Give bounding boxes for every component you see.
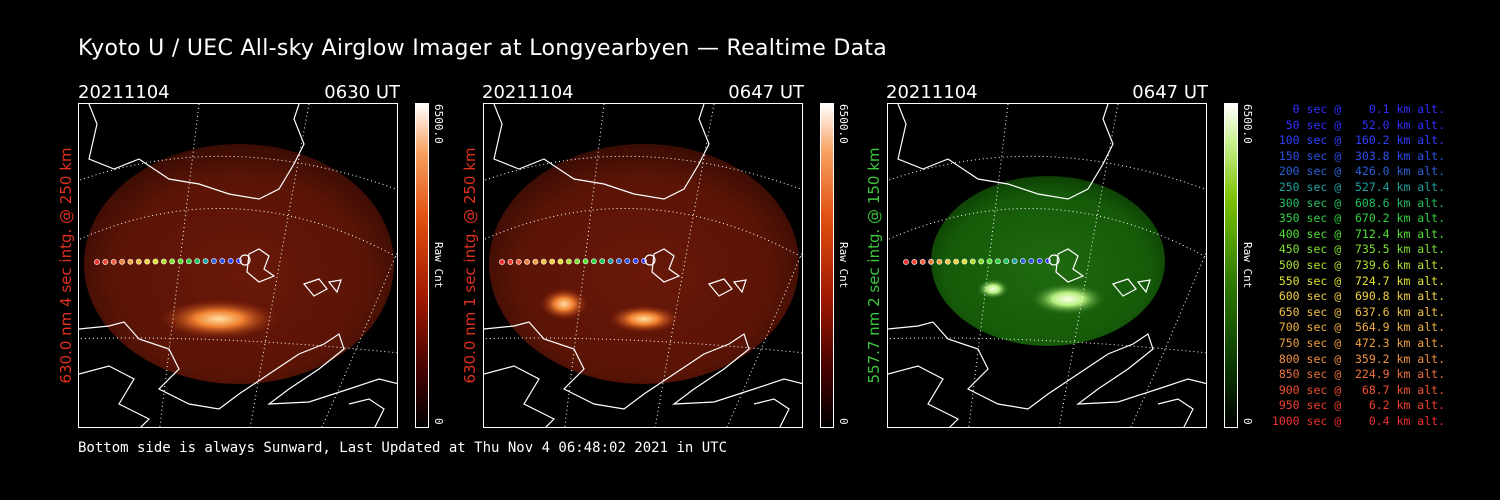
legend-row: 200 sec @ 426.0 km alt. [1271, 164, 1445, 179]
footer-note: Bottom side is always Sunward, Last Upda… [78, 440, 728, 456]
legend-row: 300 sec @ 608.6 km alt. [1271, 195, 1445, 210]
allsky-image [78, 103, 398, 428]
legend-row: 700 sec @ 564.9 km alt. [1271, 320, 1445, 335]
legend-row: 100 sec @ 160.2 km alt. [1271, 133, 1445, 148]
allsky-map [484, 104, 802, 427]
legend-row: 250 sec @ 527.4 km alt. [1271, 179, 1445, 194]
panel-date: 20211104 [886, 82, 978, 103]
allsky-image [483, 103, 803, 428]
panel-ylabel: 630.0 nm 1 sec intg. @ 250 km [461, 147, 479, 384]
panel-time: 0630 UT [324, 82, 400, 103]
legend-row: 1000 sec @ 0.4 km alt. [1271, 413, 1445, 428]
panel-ylabel: 630.0 nm 4 sec intg. @ 250 km [57, 147, 75, 384]
colorbar-min: 0 [1241, 418, 1254, 425]
legend-row: 500 sec @ 739.6 km alt. [1271, 257, 1445, 272]
legend-row: 750 sec @ 472.3 km alt. [1271, 335, 1445, 350]
panel-date: 20211104 [78, 82, 170, 103]
panel-ylabel: 557.7 nm 2 sec intg. @ 150 km [865, 147, 883, 384]
allsky-map [79, 104, 397, 427]
panel-time: 0647 UT [728, 82, 804, 103]
legend-row: 950 sec @ 6.2 km alt. [1271, 398, 1445, 413]
colorbar-max: 6500.0 [432, 104, 445, 144]
legend-row: 150 sec @ 303.8 km alt. [1271, 148, 1445, 163]
legend-row: 650 sec @ 637.6 km alt. [1271, 304, 1445, 319]
trajectory-legend: 0 sec @ 0.1 km alt. 50 sec @ 52.0 km alt… [1265, 102, 1445, 429]
legend-row: 800 sec @ 359.2 km alt. [1271, 351, 1445, 366]
colorbar-unit: Raw Cnt [432, 242, 445, 289]
panel-time: 0647 UT [1132, 82, 1208, 103]
legend-row: 0 sec @ 0.1 km alt. [1271, 102, 1445, 116]
legend-row: 850 sec @ 224.9 km alt. [1271, 367, 1445, 382]
colorbar [820, 103, 834, 428]
legend-row: 600 sec @ 690.8 km alt. [1271, 289, 1445, 304]
panel-date: 20211104 [482, 82, 574, 103]
page-title: Kyoto U / UEC All-sky Airglow Imager at … [78, 36, 888, 61]
legend-row: 550 sec @ 724.7 km alt. [1271, 273, 1445, 288]
colorbar-min: 0 [837, 418, 850, 425]
colorbar-max: 6500.0 [837, 104, 850, 144]
colorbar [415, 103, 429, 428]
colorbar [1224, 103, 1238, 428]
legend-row: 450 sec @ 735.5 km alt. [1271, 242, 1445, 257]
colorbar-max: 6500.0 [1241, 104, 1254, 144]
legend-row: 400 sec @ 712.4 km alt. [1271, 226, 1445, 241]
legend-row: 900 sec @ 68.7 km alt. [1271, 382, 1445, 397]
colorbar-min: 0 [432, 418, 445, 425]
colorbar-unit: Raw Cnt [1241, 242, 1254, 289]
allsky-image [887, 103, 1207, 428]
colorbar-unit: Raw Cnt [837, 242, 850, 289]
legend-row: 50 sec @ 52.0 km alt. [1271, 117, 1445, 132]
legend-row: 350 sec @ 670.2 km alt. [1271, 211, 1445, 226]
allsky-map [888, 104, 1206, 427]
